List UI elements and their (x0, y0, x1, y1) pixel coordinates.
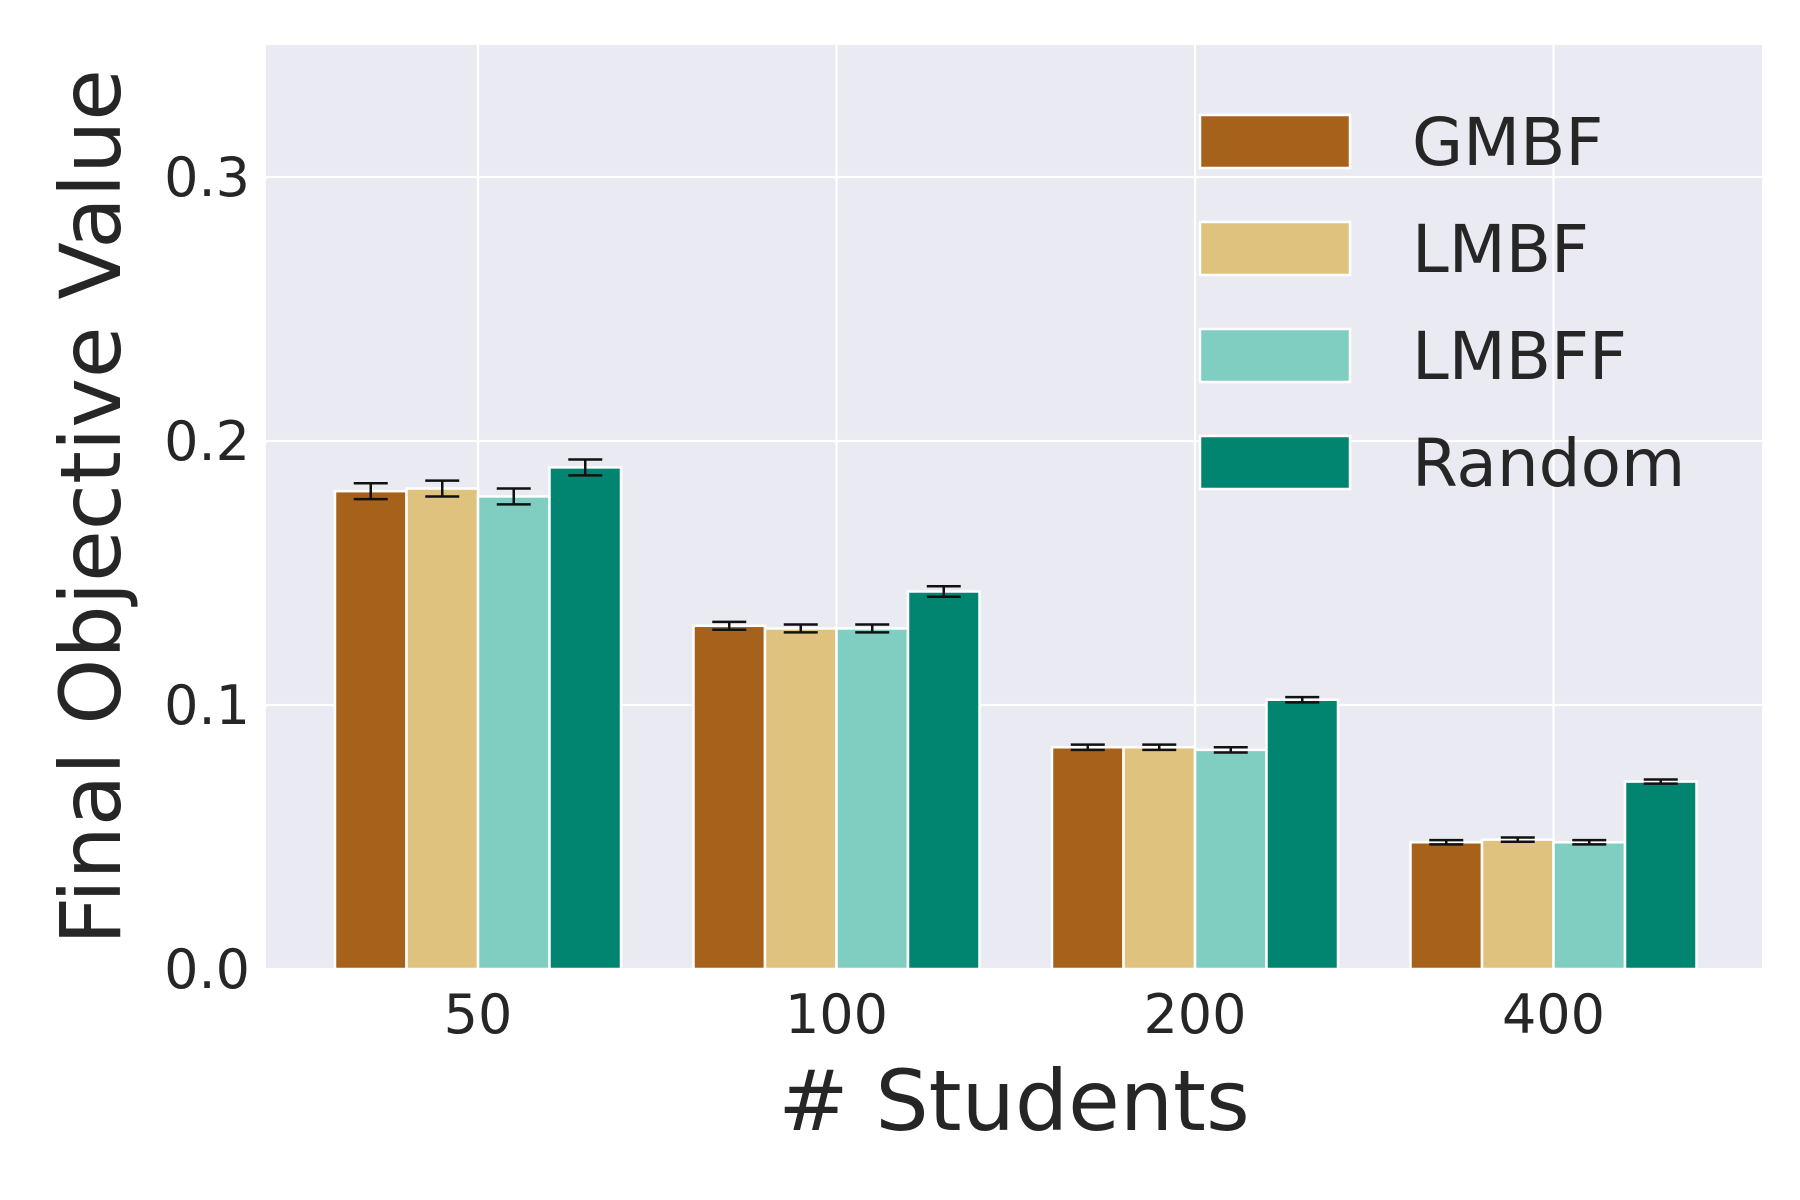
y-tick-labels: 0.0 0.1 0.2 0.3 (164, 146, 250, 1001)
x-tick-label: 100 (785, 983, 888, 1046)
y-axis-label: Final Objective Value (42, 69, 140, 945)
bar-random-200 (1265, 698, 1340, 971)
legend-label-random: Random (1412, 425, 1685, 502)
bar-lmbf-50 (405, 487, 480, 971)
y-tick-label: 0.1 (164, 674, 250, 737)
legend-swatch-gmbf (1198, 113, 1352, 170)
legend-swatch-lmbf (1198, 220, 1352, 277)
bar-lmbf-400 (1480, 838, 1555, 971)
bar-lmbff-100 (835, 627, 910, 971)
legend-label-lmbf: LMBF (1412, 211, 1589, 288)
bar-gmbf-50 (333, 489, 408, 971)
legend-label-lmbff: LMBFF (1412, 318, 1627, 395)
bar-lmbf-200 (1122, 745, 1197, 971)
bar-gmbf-400 (1409, 841, 1484, 971)
y-tick-label: 0.2 (164, 410, 250, 473)
bar-lmbf-100 (763, 627, 838, 971)
bar-lmbff-400 (1552, 841, 1627, 971)
bar-random-50 (548, 466, 623, 971)
grid-lines (266, 45, 1762, 971)
legend-swatch-random (1198, 434, 1352, 491)
x-tick-label: 200 (1143, 983, 1246, 1046)
bar-lmbff-200 (1193, 748, 1268, 971)
error-bars-group (353, 458, 1678, 846)
y-tick-label: 0.3 (164, 146, 250, 209)
bar-random-100 (906, 590, 981, 971)
legend-label-gmbf: GMBF (1412, 104, 1603, 181)
bar-random-400 (1623, 780, 1698, 971)
x-tick-label: 50 (444, 983, 513, 1046)
legend: GMBF LMBF LMBFF Random (1198, 104, 1685, 502)
legend-swatch-lmbff (1198, 327, 1352, 384)
y-tick-label: 0.0 (164, 938, 250, 1001)
bar-gmbf-200 (1050, 745, 1125, 971)
x-axis-label: # Students (778, 1052, 1250, 1150)
bars-group (333, 466, 1698, 971)
bar-lmbff-50 (476, 495, 551, 971)
x-tick-label: 400 (1502, 983, 1605, 1046)
x-tick-labels: 50 100 200 400 (444, 983, 1605, 1046)
bar-gmbf-100 (692, 624, 767, 971)
